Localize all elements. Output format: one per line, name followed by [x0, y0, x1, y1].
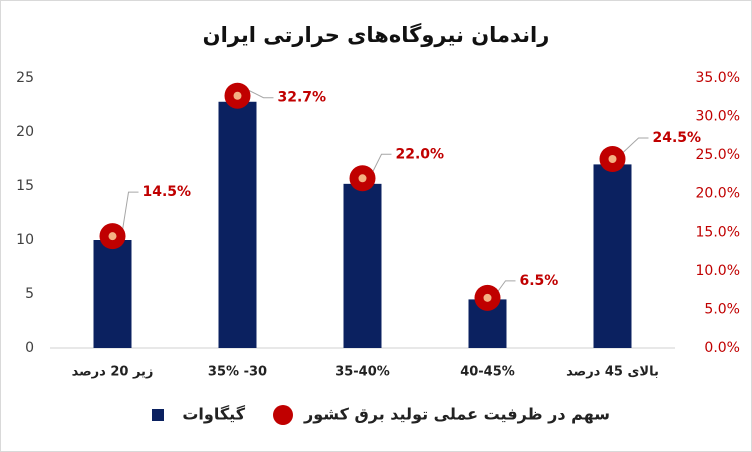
y-tick-label: 0 [25, 340, 34, 356]
bar [218, 101, 257, 348]
legend-label: سهم در ظرفیت عملی تولید برق کشور [303, 405, 610, 424]
dot-center [358, 174, 367, 183]
value-label: 32.7% [278, 90, 327, 106]
legend-label: گیگاوات [182, 405, 245, 424]
y-tick-label: 5 [25, 286, 34, 302]
x-tick-label: 40-45% [460, 365, 515, 380]
y-tick-label: 15 [16, 178, 34, 194]
y2-tick-label: 20.0% [696, 186, 740, 202]
y2-tick-label: 5.0% [704, 301, 740, 317]
y2-tick-label: 35.0% [696, 70, 740, 86]
y2-tick-label: 10.0% [696, 263, 740, 279]
bar [343, 183, 382, 348]
legend-marker [273, 405, 293, 425]
y2-tick-label: 25.0% [696, 147, 740, 163]
x-tick-label: 35-40% [335, 365, 390, 380]
x-tick-label: 30- 35% [208, 365, 267, 380]
y2-tick-label: 15.0% [696, 224, 740, 240]
y-tick-label: 10 [16, 232, 34, 248]
y2-tick-label: 0.0% [704, 340, 740, 356]
y-tick-label: 25 [16, 70, 34, 86]
dot-center [108, 232, 117, 241]
legend-marker [152, 409, 164, 421]
leader-line [497, 280, 516, 293]
x-tick-label: بالای 45 درصد [566, 365, 659, 380]
dot-center [233, 91, 242, 100]
y-tick-label: 20 [16, 124, 34, 140]
dot-center [483, 293, 492, 302]
bar [93, 240, 132, 348]
value-label: 22.0% [396, 146, 445, 162]
value-label: 14.5% [143, 184, 192, 200]
x-tick-label: زیر 20 درصد [72, 365, 154, 380]
bar [593, 164, 632, 348]
chart-title: راندمان نیروگاه‌های حرارتی ایران [203, 22, 550, 47]
leader-line [247, 89, 274, 99]
dot-center [608, 155, 617, 163]
y2-tick-label: 30.0% [696, 109, 740, 125]
leader-line [622, 137, 649, 154]
value-label: 24.5% [653, 130, 702, 146]
leader-line [372, 153, 392, 173]
value-label: 6.5% [520, 273, 559, 289]
leader-line [122, 191, 139, 231]
